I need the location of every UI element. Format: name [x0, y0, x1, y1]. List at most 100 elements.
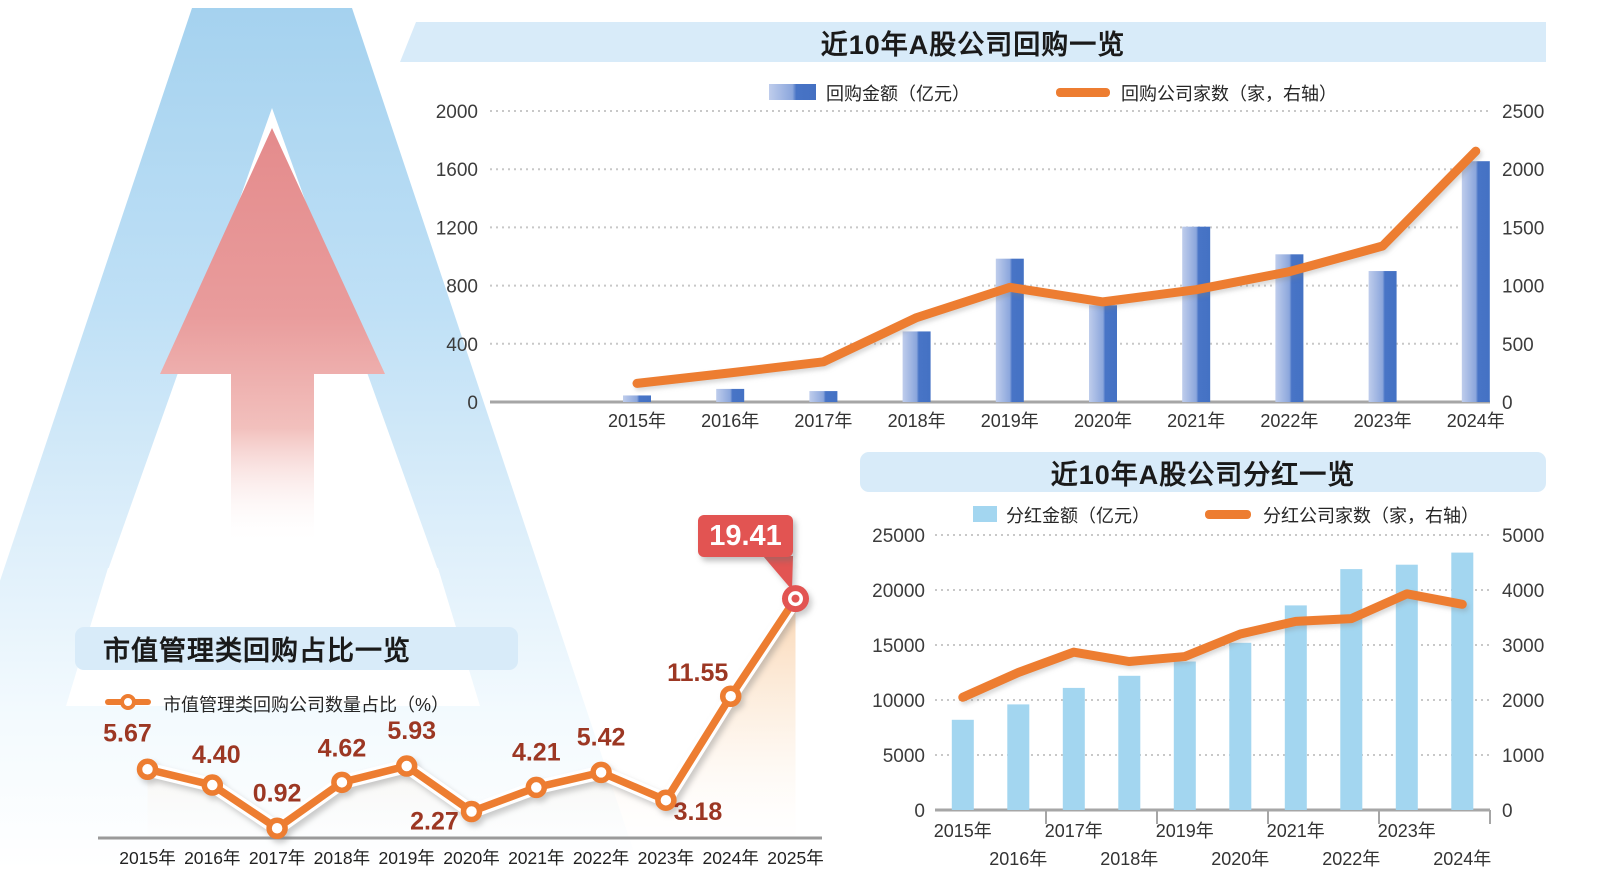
ratio-point-label: 2.27: [410, 808, 459, 836]
x-axis-label: 2018年: [1100, 849, 1158, 869]
x-axis-label: 2021年: [508, 848, 564, 868]
x-axis-label: 2024年: [702, 848, 758, 868]
dividend-bar: [1173, 661, 1196, 810]
ratio-marker: [395, 755, 418, 777]
left-axis-tick-label: 5000: [883, 746, 925, 767]
x-axis-label: 2021年: [1167, 411, 1225, 431]
ratio-highlight-marker-ring: [788, 591, 803, 607]
buyback-chart-title: 近10年A股公司回购一览: [820, 29, 1126, 60]
ratio-point-label: 4.21: [512, 738, 561, 766]
x-axis-label: 2023年: [1378, 821, 1436, 841]
left-axis-tick-label: 20000: [872, 581, 925, 602]
buyback-count-line: [632, 146, 1481, 388]
dividend-bar: [1284, 605, 1307, 810]
dividend-bar: [1062, 687, 1085, 810]
right-axis-tick-label: 2000: [1502, 691, 1544, 712]
x-axis-label: 2021年: [1267, 821, 1325, 841]
ratio-highlight-value: 19.41: [709, 519, 782, 552]
x-axis-label: 2023年: [1354, 411, 1412, 431]
x-axis-label: 2019年: [1156, 821, 1214, 841]
x-axis-label: 2024年: [1433, 849, 1491, 869]
buyback-bar: [1089, 305, 1117, 402]
right-axis-tick-label: 0: [1502, 393, 1513, 414]
buyback-bar: [1275, 254, 1304, 402]
dividend-bar-legend-label: 分红金额（亿元）: [1006, 506, 1150, 526]
letter-a-shape: [0, 8, 648, 894]
dividend-bar-legend-swatch-icon: [973, 506, 997, 522]
x-axis-label: 2016年: [701, 411, 759, 431]
ratio-marker: [136, 758, 159, 781]
buyback-bar: [809, 391, 838, 402]
buyback-line-legend-label: 回购公司家数（家，右轴）: [1121, 84, 1337, 104]
dividend-count-line: [958, 589, 1467, 702]
ratio-chart-title-band: 市值管理类回购占比一览: [75, 627, 518, 670]
left-axis-tick-label: 0: [467, 393, 478, 414]
right-axis-tick-label: 2000: [1502, 160, 1544, 181]
x-axis-label: 2022年: [573, 848, 629, 868]
x-axis-label: 2024年: [1447, 411, 1505, 431]
x-axis-label: 2020年: [1211, 849, 1269, 869]
up-arrow-icon: [160, 128, 385, 545]
ratio-point-label: 0.92: [253, 779, 302, 807]
ratio-marker: [655, 789, 677, 811]
ratio-point-label: 4.40: [192, 741, 241, 769]
buyback-bar: [1182, 226, 1211, 402]
dividend-bar: [1229, 642, 1252, 810]
buyback-bar: [716, 388, 745, 402]
x-axis-label: 2020年: [1074, 411, 1132, 431]
left-axis-tick-label: 1600: [436, 160, 478, 181]
buyback-bar-legend-swatch-icon: [769, 84, 816, 100]
dividend-chart-title: 近10年A股公司分红一览: [1050, 459, 1356, 490]
dividend-chart-title-band: 近10年A股公司分红一览: [860, 452, 1546, 492]
left-axis-tick-label: 400: [446, 335, 478, 356]
ratio-point-label: 5.93: [387, 717, 436, 745]
x-axis-label: 2018年: [314, 848, 370, 868]
x-axis-label: 2025年: [767, 848, 823, 868]
dividend-bar: [1395, 564, 1418, 810]
ratio-point-label: 5.42: [577, 723, 626, 751]
x-axis-label: 2023年: [638, 848, 694, 868]
ratio-point-label: 5.67: [103, 719, 152, 747]
ratio-highlight-marker: [782, 585, 809, 613]
ratio-marker: [266, 817, 288, 840]
x-axis-label: 2017年: [249, 848, 305, 868]
x-axis-label: 2015年: [608, 411, 666, 431]
x-axis-label: 2016年: [184, 848, 240, 868]
x-axis-label: 2017年: [794, 411, 852, 431]
buyback-bar: [995, 258, 1024, 402]
right-axis-tick-label: 0: [1502, 801, 1513, 822]
left-axis-tick-label: 800: [446, 277, 478, 298]
right-axis-tick-label: 2500: [1502, 102, 1544, 123]
ratio-marker: [719, 685, 742, 707]
left-axis-tick-label: 0: [914, 801, 925, 822]
buyback-bar: [902, 331, 931, 402]
right-axis-tick-label: 4000: [1502, 581, 1544, 602]
x-axis-label: 2018年: [888, 411, 946, 431]
ratio-line-legend-swatch-icon: [105, 694, 151, 710]
right-axis-tick-label: 3000: [1502, 636, 1544, 657]
ratio-chart-title: 市值管理类回购占比一览: [103, 636, 411, 666]
x-axis-label: 2016年: [989, 849, 1047, 869]
dividend-line-legend-label: 分红公司家数（家，右轴）: [1263, 506, 1479, 526]
left-axis-tick-label: 2000: [436, 102, 478, 123]
right-axis-tick-label: 500: [1502, 335, 1534, 356]
left-axis-tick-label: 25000: [872, 526, 925, 547]
dividend-line-legend-swatch-icon: [1205, 510, 1251, 519]
ratio-point-label: 11.55: [667, 659, 728, 687]
buyback-chart-title-band: 近10年A股公司回购一览: [400, 22, 1546, 62]
right-axis-tick-label: 1500: [1502, 218, 1544, 239]
left-axis-tick-label: 15000: [872, 636, 925, 657]
right-axis-tick-label: 5000: [1502, 526, 1544, 547]
buyback-bar: [1368, 271, 1397, 402]
dividend-bar: [1340, 569, 1363, 810]
buyback-line-legend-swatch-icon: [1056, 88, 1110, 97]
x-axis-label: 2019年: [378, 848, 434, 868]
x-axis-label: 2022年: [1322, 849, 1380, 869]
ratio-marker: [590, 761, 612, 784]
dividend-bar: [1007, 704, 1030, 810]
